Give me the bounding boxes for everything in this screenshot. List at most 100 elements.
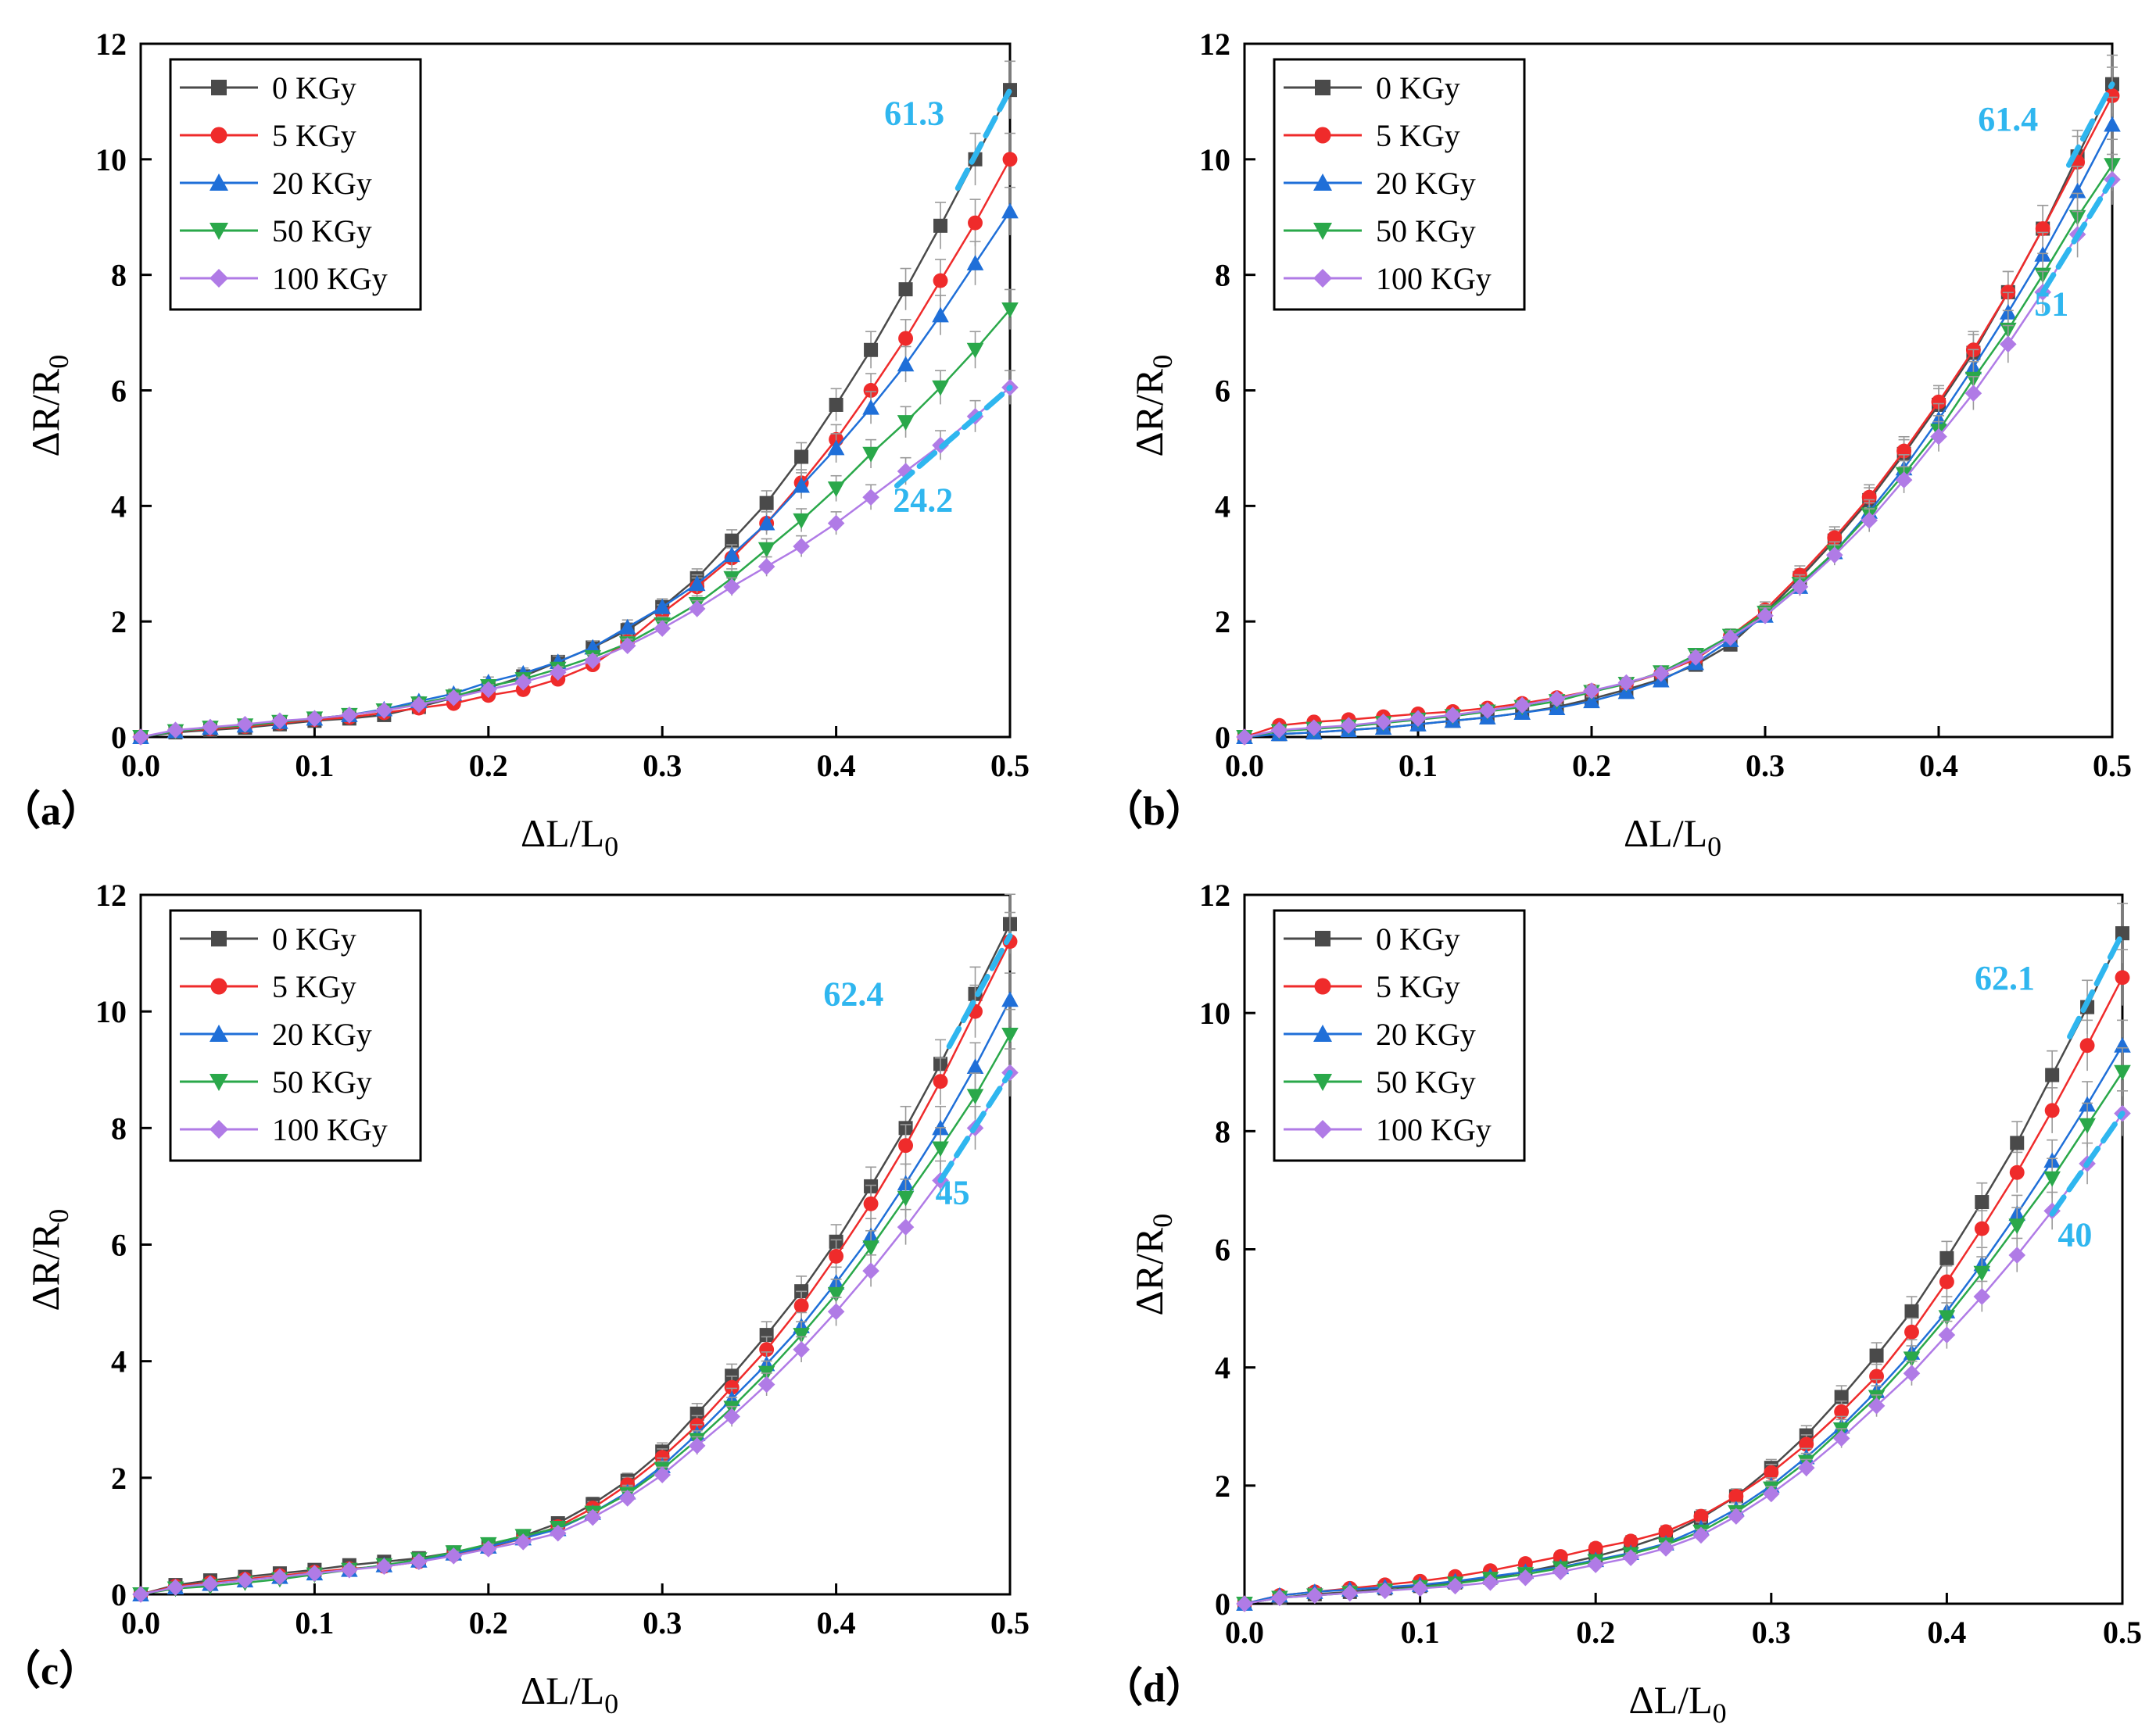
data-point-2 [966,1058,984,1075]
data-point-4 [827,514,845,532]
legend: 0 KGy 5 KGy 20 KGy 50 KGy 100 KGy [169,909,422,1162]
y-tick-label: 8 [111,1111,127,1146]
panel-label: （a） [0,789,102,834]
y-tick-label: 12 [95,878,127,913]
data-point-4 [1930,428,1947,445]
data-point-2 [688,575,706,592]
y-tick-label: 2 [1215,1469,1230,1504]
legend-marker-3 [1313,223,1332,240]
y-tick-label: 0 [1215,720,1230,755]
data-point-3 [897,1190,915,1207]
data-point-1 [933,273,948,288]
legend-label-3: 50 KGy [272,213,372,249]
annotation-0: 62.1 [1975,959,2035,997]
legend-label-3: 50 KGy [1376,1064,1476,1100]
data-point-1 [1834,1404,1850,1419]
data-point-4 [271,712,288,730]
data-point-0 [1975,1195,1989,1210]
data-point-0 [1939,1250,1954,1265]
data-point-4 [1763,1485,1780,1503]
data-point-4 [862,1262,879,1279]
y-tick-label: 4 [1215,1351,1230,1386]
x-tick-label: 0.3 [643,748,682,783]
fit-line-0 [954,87,1013,191]
data-point-4 [410,696,428,714]
legend-label-0: 0 KGy [272,70,356,106]
legend-label-4: 100 KGy [1376,261,1492,296]
data-point-2 [932,306,949,323]
legend-label-2: 20 KGy [1376,1017,1476,1052]
data-point-1 [2009,1165,2025,1180]
data-point-4 [2008,1247,2026,1264]
series-line-4 [140,386,1011,739]
panel-label: （c） [0,1648,99,1694]
data-point-4 [1444,707,1462,724]
data-point-2 [897,356,915,372]
x-tick-label: 0.5 [990,1605,1030,1640]
data-point-4 [1270,721,1288,739]
data-point-1 [2104,88,2120,103]
data-point-3 [1001,1028,1019,1043]
y-tick-label: 10 [95,142,127,177]
x-tick-label: 0.3 [1752,1615,1791,1650]
y-tick-label: 8 [1215,258,1230,293]
data-point-0 [759,1328,774,1343]
y-tick-label: 0 [1215,1587,1230,1622]
y-tick-label: 6 [1215,1232,1230,1268]
data-point-4 [1587,1556,1604,1573]
data-point-0 [1904,1304,1919,1318]
annotation-1: 40 [2058,1216,2092,1254]
chart-panel-3: 0.0 0.1 0.2 0.3 0.4 0.5 0 2 4 6 8 10 12 ΔL/L0 ΔR/R0 （d）… [1102,878,2142,1728]
data-point-4 [654,620,671,637]
legend-marker-1 [210,978,227,995]
data-point-4 [1721,629,1739,646]
data-point-2 [1583,692,1600,709]
legend-label-0: 0 KGy [1376,921,1460,957]
legend-marker-3 [210,1074,228,1091]
x-tick-label: 0.4 [817,1605,856,1640]
legend-label-0: 0 KGy [272,921,356,957]
data-point-4 [480,681,497,699]
data-point-4 [1653,664,1670,682]
annotation-1: 45 [936,1173,970,1211]
annotation-1: 24.2 [893,481,953,520]
y-tick-label: 4 [1215,488,1230,524]
data-point-2 [618,618,636,635]
data-point-4 [618,1490,636,1507]
data-point-4 [1341,1584,1359,1602]
y-tick-label: 12 [1199,27,1230,62]
legend-label-3: 50 KGy [272,1064,372,1100]
data-point-4 [793,538,810,555]
panel-label: （d） [1102,1665,1206,1711]
data-point-1 [1002,152,1018,167]
x-tick-label: 0.1 [295,1605,334,1640]
legend-marker-1 [210,127,227,144]
data-point-4 [2000,335,2017,353]
data-point-3 [2079,1118,2096,1134]
data-point-4 [1797,1459,1815,1476]
data-point-3 [932,380,949,396]
y-tick-label: 6 [111,374,127,409]
legend-label-4: 100 KGy [272,261,388,296]
y-axis-label: ΔR/R0 [1127,355,1178,457]
fit-line-0 [946,932,1013,1050]
data-point-1 [898,1138,914,1154]
data-point-4 [1517,1569,1535,1587]
legend-label-1: 5 KGy [272,969,356,1004]
data-point-4 [480,1540,497,1558]
data-point-4 [1903,1365,1921,1383]
data-point-4 [341,1561,358,1579]
data-point-4 [723,578,740,596]
annotation-1: 51 [2034,284,2068,323]
legend-marker-3 [1313,1074,1332,1091]
x-tick-label: 0.5 [2103,1615,2142,1650]
data-point-4 [723,1408,740,1426]
legend-label-2: 20 KGy [1376,166,1476,201]
legend-marker-4 [210,269,228,288]
data-point-3 [827,481,845,497]
legend-box [169,909,422,1162]
data-point-4 [1340,717,1357,735]
data-point-4 [1622,1549,1639,1566]
legend-label-4: 100 KGy [272,1112,388,1147]
legend-marker-4 [1313,1120,1332,1139]
